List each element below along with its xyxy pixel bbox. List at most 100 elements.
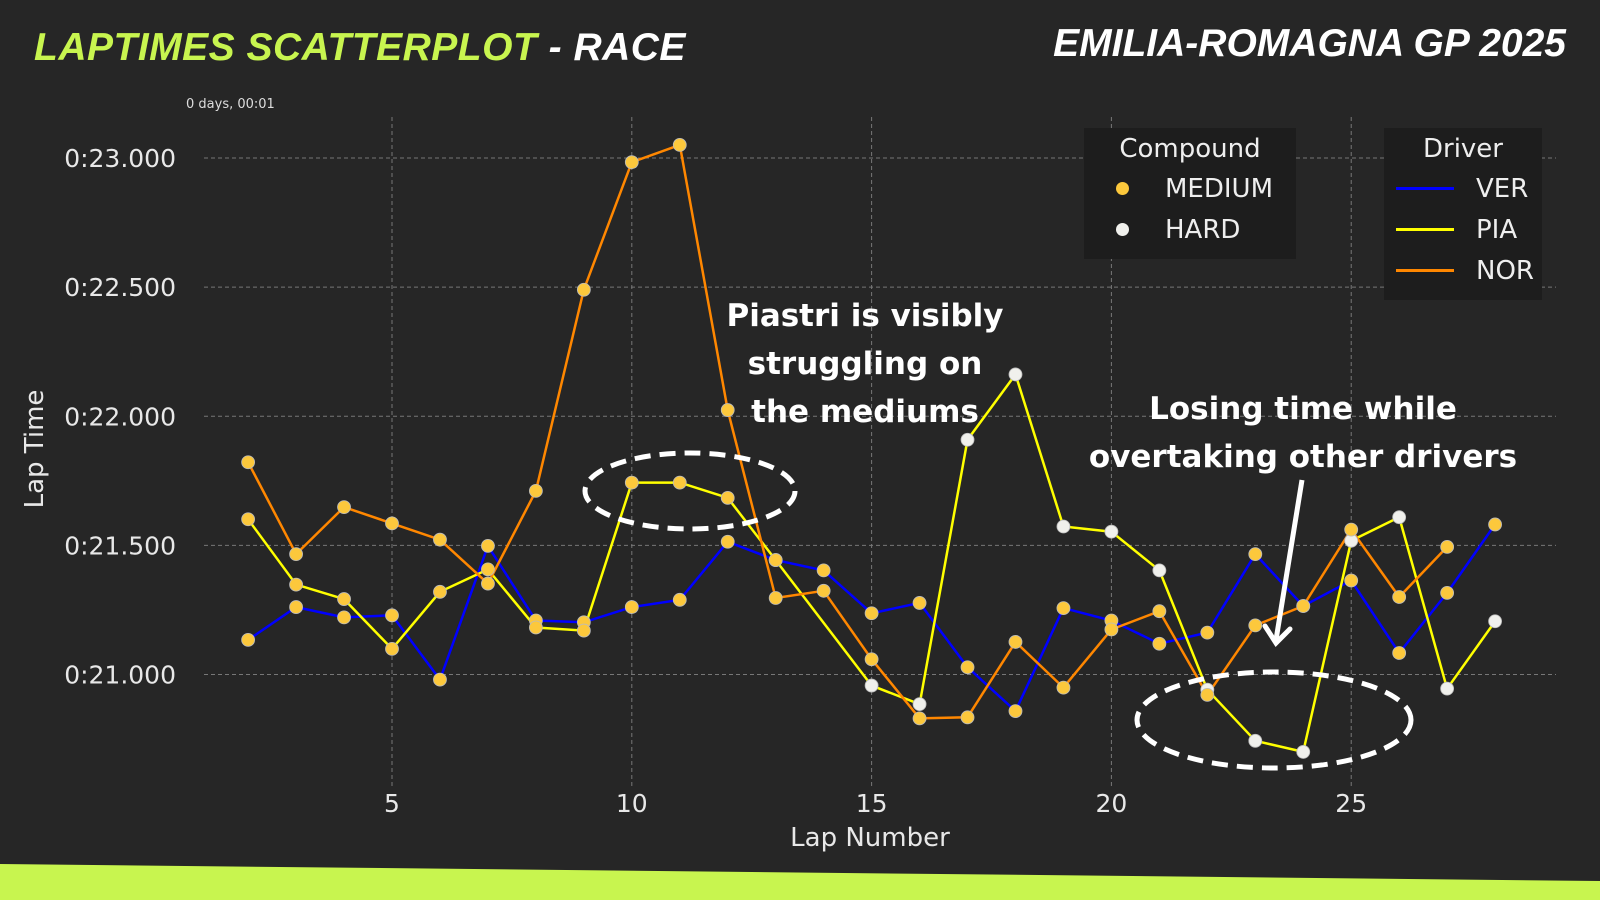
y-tick-label: 0:21.500 — [64, 531, 176, 560]
legend-label: NOR — [1476, 255, 1534, 286]
data-point-ver — [912, 596, 927, 610]
data-point-ver — [241, 632, 256, 647]
data-point-pia — [1248, 733, 1263, 748]
data-point-nor — [1008, 635, 1023, 649]
driver-legend: Driver VER PIA NOR — [1384, 128, 1542, 300]
legend-title: Driver — [1422, 134, 1503, 164]
data-point-ver — [864, 606, 879, 621]
data-point-pia — [1392, 510, 1407, 525]
data-point-nor — [960, 710, 975, 725]
annotation-line: overtaking other drivers — [1088, 439, 1518, 475]
axis-offset-label: 0 days, 00:01 — [186, 97, 275, 112]
annotation-overtaking: Losing time while overtaking other drive… — [1083, 385, 1523, 481]
data-point-pia — [720, 490, 735, 505]
data-point-pia — [528, 620, 543, 635]
data-point-ver — [1488, 517, 1502, 532]
data-point-nor — [528, 483, 543, 498]
data-point-nor — [1056, 680, 1071, 695]
data-point-pia — [912, 697, 927, 712]
data-point-nor — [289, 547, 303, 562]
data-point-pia — [1152, 563, 1167, 578]
legend-item: NOR — [1384, 250, 1542, 291]
data-point-pia — [241, 512, 256, 527]
data-point-ver — [816, 563, 831, 578]
data-point-nor — [337, 500, 351, 515]
data-point-nor — [624, 155, 639, 170]
legend-item: PIA — [1384, 209, 1542, 250]
series-line-nor — [246, 143, 1449, 720]
x-tick-label: 5 — [384, 789, 400, 818]
data-point-pia — [576, 623, 591, 638]
data-point-ver — [1392, 646, 1407, 660]
data-point-nor — [1152, 604, 1167, 619]
annotation-line: the mediums — [751, 394, 979, 430]
data-point-nor — [1104, 622, 1119, 637]
data-point-nor — [576, 282, 591, 297]
data-point-nor — [816, 583, 831, 598]
data-point-ver — [672, 592, 687, 607]
data-point-ver — [1344, 573, 1359, 588]
data-point-ver — [1056, 601, 1071, 615]
legend-label: VER — [1476, 173, 1529, 204]
data-point-ver — [1440, 585, 1455, 600]
data-point-pia — [481, 562, 495, 577]
data-point-nor — [1344, 522, 1359, 537]
data-point-ver — [433, 672, 447, 687]
x-tick-label: 20 — [1096, 789, 1128, 818]
title-highlight: LAPTIMES SCATTERPLOT — [34, 26, 538, 69]
highlight-ellipse — [582, 450, 798, 532]
arrow-head-icon — [1262, 623, 1293, 647]
data-point-pia — [672, 475, 687, 490]
annotation-line: struggling on — [747, 346, 983, 382]
legend-label: HARD — [1165, 214, 1241, 245]
legend-label: MEDIUM — [1165, 173, 1274, 204]
x-tick-label: 15 — [856, 789, 888, 818]
data-point-nor — [241, 455, 256, 470]
data-point-nor — [1200, 687, 1215, 702]
hard-dot-icon — [1116, 223, 1129, 236]
data-point-pia — [1008, 367, 1023, 382]
series-line-pia — [247, 371, 1497, 754]
accent-band — [0, 864, 1600, 900]
data-point-pia — [1440, 681, 1455, 696]
page-title: LAPTIMES SCATTERPLOT - RACE — [34, 26, 686, 70]
y-tick-label: 0:22.000 — [64, 402, 176, 431]
data-point-nor — [1248, 618, 1263, 633]
data-point-ver — [624, 600, 639, 614]
medium-dot-icon — [1116, 182, 1129, 195]
legend-item: MEDIUM — [1084, 168, 1296, 209]
data-point-nor — [1296, 599, 1311, 613]
data-point-ver — [1200, 625, 1215, 640]
data-point-ver — [289, 600, 303, 614]
data-point-nor — [672, 137, 687, 152]
annotation-piastri: Piastri is visibly struggling on the med… — [690, 292, 1040, 436]
nor-line-icon — [1396, 269, 1454, 272]
y-tick-label: 0:23.000 — [64, 144, 176, 173]
data-point-nor — [720, 403, 735, 417]
data-point-pia — [337, 592, 351, 606]
data-point-ver — [1248, 547, 1263, 562]
data-point-pia — [1488, 614, 1502, 629]
annotation-line: Losing time while — [1149, 391, 1457, 427]
pia-line-icon — [1396, 228, 1454, 231]
data-point-pia — [1296, 745, 1311, 759]
data-point-pia — [960, 432, 975, 447]
x-axis-label: Lap Number — [790, 823, 950, 853]
ver-line-icon — [1396, 187, 1454, 190]
y-tick-label: 0:21.000 — [64, 660, 176, 689]
legend-label: PIA — [1476, 214, 1518, 245]
data-point-ver — [385, 608, 399, 623]
data-point-pia — [385, 641, 399, 656]
legend-item: HARD — [1084, 209, 1296, 250]
data-point-ver — [720, 534, 735, 549]
data-point-pia — [289, 577, 303, 592]
y-axis-label: Lap Time — [20, 390, 50, 509]
data-point-ver — [337, 610, 351, 625]
data-point-ver — [1152, 636, 1167, 651]
data-point-nor — [481, 576, 495, 591]
data-point-pia — [864, 678, 879, 693]
legend-title: Compound — [1119, 134, 1261, 164]
data-point-nor — [864, 652, 879, 667]
data-point-ver — [1008, 704, 1023, 719]
